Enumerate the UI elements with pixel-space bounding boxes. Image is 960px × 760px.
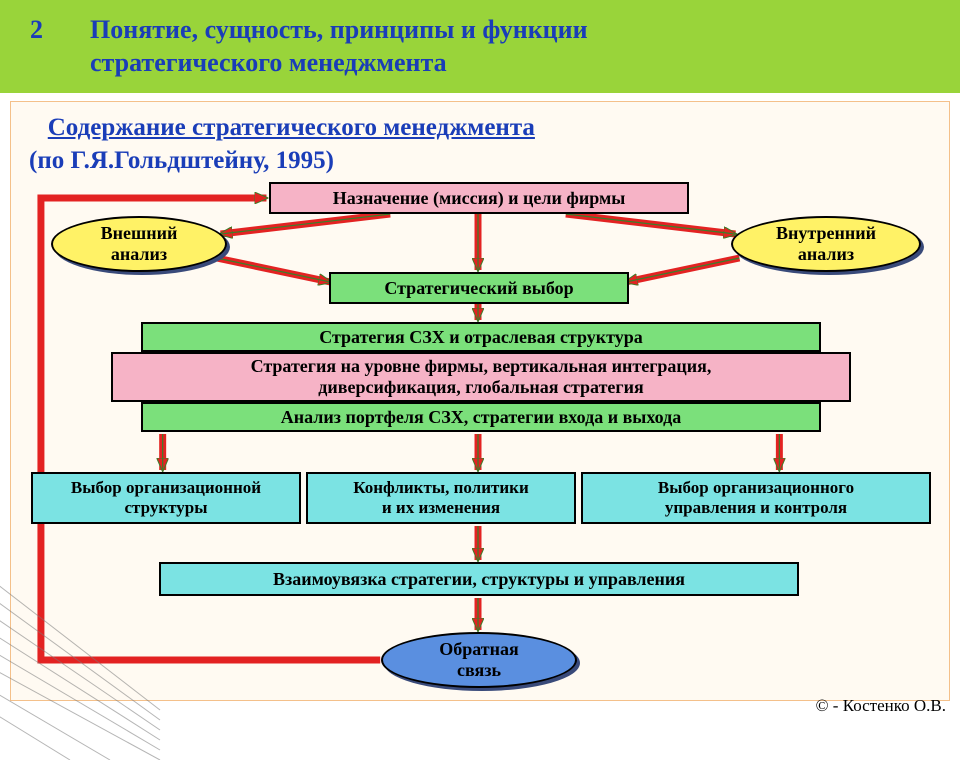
flowchart: Назначение (миссия) и цели фирмы Внешнийа… xyxy=(11,182,949,702)
content-frame: Содержание стратегического менеджмента (… xyxy=(10,101,950,701)
node-fb: Обратнаясвязь xyxy=(381,632,577,688)
slide-header: 2Понятие, сущность, принципы и функции с… xyxy=(0,0,960,93)
subtitle-plain: (по Г.Я.Гольдштейну, 1995) xyxy=(29,147,334,174)
node-szh3: Анализ портфеля СЗХ, стратегии входа и в… xyxy=(141,402,821,432)
slide-title-line2: стратегического менеджмента xyxy=(30,47,447,80)
node-szh1: Стратегия СЗХ и отраслевая структура xyxy=(141,322,821,352)
slide-title-line1: Понятие, сущность, принципы и функции xyxy=(90,15,588,44)
node-choice: Стратегический выбор xyxy=(329,272,629,304)
node-int: Внутреннийанализ xyxy=(731,216,921,272)
node-conf: Конфликты, политикии их изменения xyxy=(306,472,576,524)
node-ext: Внешнийанализ xyxy=(51,216,227,272)
subtitle-underlined: Содержание стратегического менеджмента xyxy=(48,114,535,141)
node-szh2: Стратегия на уровне фирмы, вертикальная … xyxy=(111,352,851,402)
node-ctrl: Выбор организационногоуправления и контр… xyxy=(581,472,931,524)
node-mission: Назначение (миссия) и цели фирмы xyxy=(269,182,689,214)
slide-number: 2 xyxy=(30,14,90,47)
footer-credit: © - Костенко О.В. xyxy=(816,696,946,716)
subtitle: Содержание стратегического менеджмента (… xyxy=(11,112,949,177)
node-org: Выбор организационнойструктуры xyxy=(31,472,301,524)
node-link: Взаимоувязка стратегии, структуры и упра… xyxy=(159,562,799,596)
